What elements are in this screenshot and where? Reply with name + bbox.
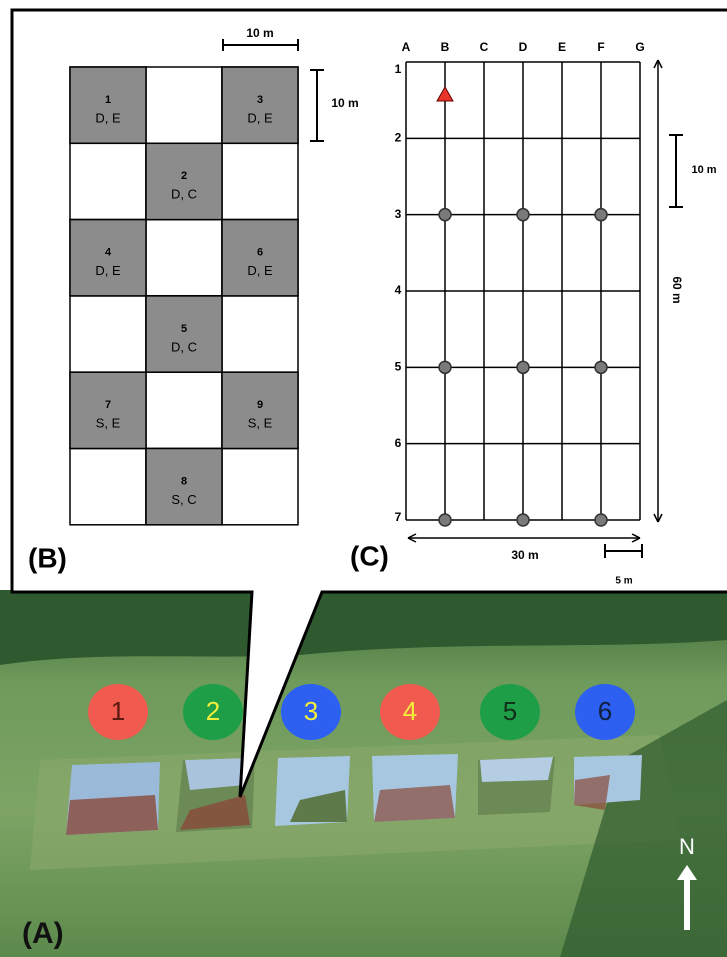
plot-cell [146, 372, 222, 448]
plot-cell [222, 296, 298, 372]
plot-number: 7 [105, 399, 111, 411]
sampling-point [439, 209, 451, 221]
dimension-label: 30 m [511, 548, 538, 562]
scale-label: 10 m [691, 164, 716, 176]
sampling-point [595, 514, 607, 526]
plot-cell [70, 296, 146, 372]
sampling-point [595, 209, 607, 221]
column-label: B [441, 40, 450, 54]
sampling-point [439, 514, 451, 526]
row-label: 6 [395, 436, 402, 450]
plot-treatment: D, E [95, 110, 121, 125]
pond-number: 4 [403, 696, 417, 726]
pond-number: 5 [503, 696, 517, 726]
column-label: E [558, 40, 566, 54]
plot-cell [222, 449, 298, 525]
row-label: 5 [395, 360, 402, 374]
row-label: 4 [395, 283, 402, 297]
plot-cell [70, 449, 146, 525]
dimension-label: 60 m [670, 276, 684, 303]
plot-number: 6 [257, 247, 263, 259]
row-label: 7 [395, 510, 402, 524]
row-label: 3 [395, 207, 402, 221]
column-label: C [480, 40, 489, 54]
figure: 1 2 3 4 5 6 (A) N (B) 10 m 10 m 1 D, E 2 D, C 3 D,… [0, 0, 727, 957]
column-label: F [597, 40, 604, 54]
plot-treatment: D, C [171, 187, 197, 202]
plot-number: 1 [105, 94, 111, 106]
column-label: G [635, 40, 644, 54]
plot-number: 8 [181, 475, 187, 487]
plot-treatment: D, C [171, 339, 197, 354]
panel-label: (C) [350, 540, 389, 571]
plot-treatment: D, E [247, 263, 273, 278]
plot-cell [146, 67, 222, 143]
pond-number: 2 [206, 696, 220, 726]
panel-label: (A) [22, 917, 64, 950]
plot-cell [146, 220, 222, 296]
plot-treatment: D, E [247, 110, 273, 125]
plot-cell [70, 143, 146, 219]
sampling-point [439, 361, 451, 373]
plot-number: 3 [257, 94, 263, 106]
plot-treatment: D, E [95, 263, 121, 278]
plot-treatment: S, C [171, 492, 196, 507]
column-label: A [402, 40, 411, 54]
pond-number: 3 [304, 696, 318, 726]
panel-label: (B) [28, 542, 67, 573]
row-label: 2 [395, 131, 402, 145]
scale-label: 10 m [246, 26, 273, 40]
column-label: D [519, 40, 528, 54]
plot-number: 4 [105, 247, 112, 259]
scale-label: 5 m [615, 576, 632, 587]
plot-number: 2 [181, 170, 187, 182]
sampling-point [595, 361, 607, 373]
scale-label: 10 m [331, 96, 358, 110]
photo: 1 2 3 4 5 6 (A) N [0, 590, 727, 957]
page: 1 2 3 4 5 6 (A) N (B) 10 m 10 m 1 D, E 2 D, C 3 D,… [0, 0, 727, 957]
plot-treatment: S, E [248, 416, 273, 431]
sampling-point [517, 209, 529, 221]
plot-treatment: S, E [96, 416, 121, 431]
plot-number: 5 [181, 323, 187, 335]
pond-number: 1 [111, 696, 125, 726]
sampling-point [517, 361, 529, 373]
north-label: N [679, 834, 695, 859]
sampling-point [517, 514, 529, 526]
plot-cell [222, 143, 298, 219]
row-label: 1 [395, 62, 402, 76]
plot-number: 9 [257, 399, 263, 411]
pond-number: 6 [598, 696, 612, 726]
